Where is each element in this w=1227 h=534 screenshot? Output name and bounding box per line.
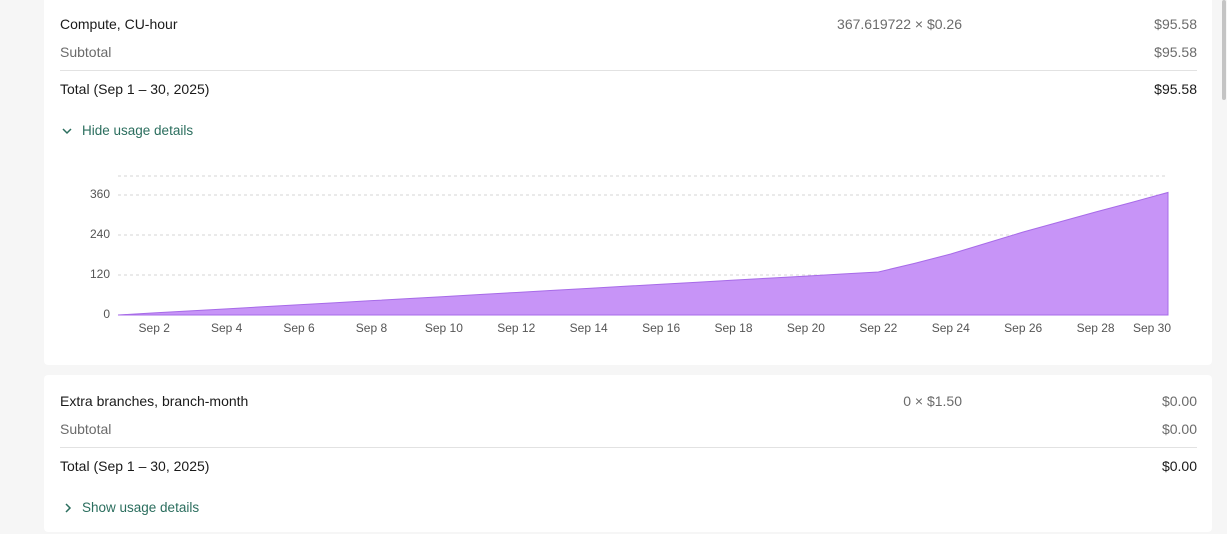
total-label: Total (Sep 1 – 30, 2025) [60, 81, 210, 97]
total-amount: $95.58 [1154, 81, 1197, 97]
chevron-down[interactable] [62, 126, 72, 136]
total-amount: $0.00 [1161, 458, 1197, 474]
subtotal-amount: $95.58 [1154, 44, 1197, 60]
divider [60, 447, 1197, 448]
compute-card [44, 0, 1212, 365]
divider [60, 70, 1197, 71]
scrollbar[interactable] [1222, 0, 1226, 100]
subtotal-amount: $0.00 [1161, 421, 1197, 437]
total-label: Total (Sep 1 – 30, 2025) [60, 458, 210, 474]
usage-toggle[interactable]: Show usage details [82, 500, 200, 515]
item-amount: $95.58 [1154, 16, 1197, 32]
item-name: Compute, CU-hour [60, 16, 178, 32]
item-amount: $0.00 [1161, 393, 1197, 409]
subtotal-label: Subtotal [60, 421, 112, 437]
usage-toggle[interactable]: Hide usage details [82, 123, 194, 138]
branches-card [44, 375, 1212, 532]
item-quantity: 0 × $1.50 [903, 393, 962, 409]
subtotal-label: Subtotal [60, 44, 112, 60]
chevron-right[interactable] [63, 503, 73, 513]
item-quantity: 367.619722 × $0.26 [837, 16, 962, 32]
item-name: Extra branches, branch-month [60, 393, 249, 409]
